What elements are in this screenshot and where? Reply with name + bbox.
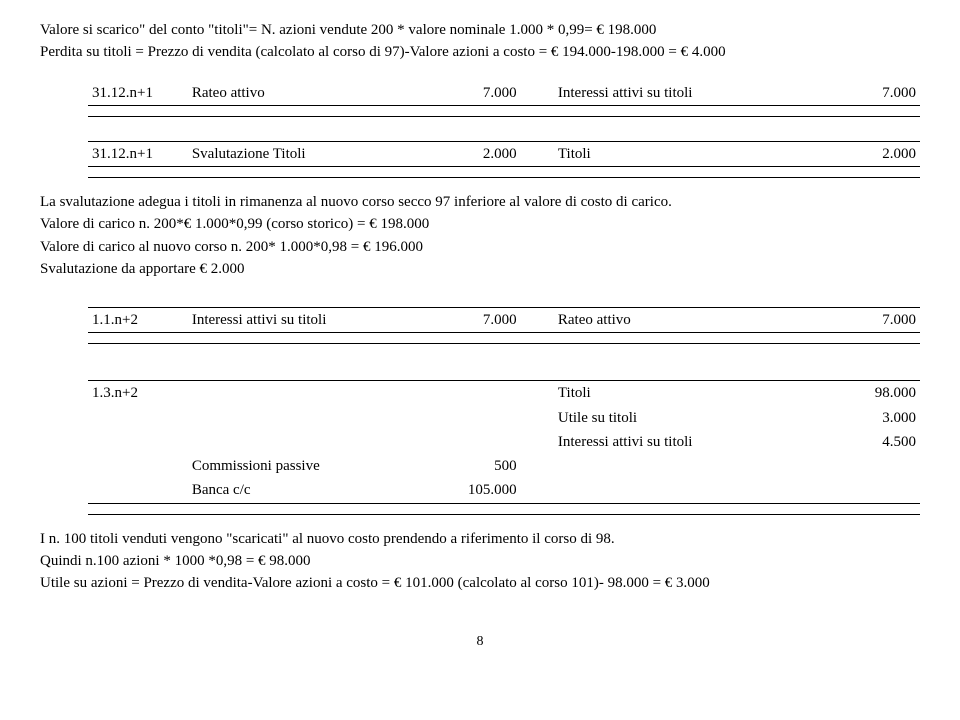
je4-debit2-account: Banca c/c — [188, 478, 438, 503]
je3-date: 1.1.n+2 — [88, 308, 188, 333]
je1-date: 31.12.n+1 — [88, 81, 188, 106]
je1-debit-account: Rateo attivo — [188, 81, 438, 106]
je3-debit-amount: 7.000 — [437, 308, 520, 333]
je4-credit3-amount: 4.500 — [804, 430, 921, 454]
end-line-1: I n. 100 titoli venduti vengono "scarica… — [40, 529, 920, 549]
je2-debit-amount: 2.000 — [437, 141, 520, 166]
je2-debit-account: Svalutazione Titoli — [188, 141, 438, 166]
je2-credit-amount: 2.000 — [804, 141, 921, 166]
je4-credit3-account: Interessi attivi su titoli — [554, 430, 804, 454]
intro-paragraph: Valore si scarico" del conto "titoli"= N… — [40, 20, 920, 63]
je3-debit-account: Interessi attivi su titoli — [188, 308, 438, 333]
je1-credit-account: Interessi attivi su titoli — [554, 81, 804, 106]
je1-debit-amount: 7.000 — [437, 81, 520, 106]
mid-line-2: Valore di carico n. 200*€ 1.000*0,99 (co… — [40, 214, 920, 234]
mid-line-1: La svalutazione adegua i titoli in riman… — [40, 192, 920, 212]
journal-entry-1: 31.12.n+1 Rateo attivo 7.000 Interessi a… — [40, 81, 920, 117]
intro-line-2: Perdita su titoli = Prezzo di vendita (c… — [40, 42, 920, 62]
intro-line-1: Valore si scarico" del conto "titoli"= N… — [40, 20, 920, 40]
je4-debit2-amount: 105.000 — [437, 478, 520, 503]
journal-entry-4: 1.3.n+2 Titoli 98.000 Utile su titoli 3.… — [40, 370, 920, 514]
je1-credit-amount: 7.000 — [804, 81, 921, 106]
je3-credit-amount: 7.000 — [804, 308, 921, 333]
je2-credit-account: Titoli — [554, 141, 804, 166]
je4-credit1-amount: 98.000 — [804, 381, 921, 406]
je3-credit-account: Rateo attivo — [554, 308, 804, 333]
end-line-3: Utile su azioni = Prezzo di vendita-Valo… — [40, 573, 920, 593]
je4-date: 1.3.n+2 — [88, 381, 188, 406]
je4-credit1-account: Titoli — [554, 381, 804, 406]
mid-paragraph: La svalutazione adegua i titoli in riman… — [40, 192, 920, 279]
je4-debit1-amount: 500 — [437, 454, 520, 478]
end-paragraph: I n. 100 titoli venduti vengono "scarica… — [40, 529, 920, 594]
je4-credit2-amount: 3.000 — [804, 406, 921, 430]
mid-line-3: Valore di carico al nuovo corso n. 200* … — [40, 237, 920, 257]
end-line-2: Quindi n.100 azioni * 1000 *0,98 = € 98.… — [40, 551, 920, 571]
page-number: 8 — [40, 633, 920, 652]
mid-line-4: Svalutazione da apportare € 2.000 — [40, 259, 920, 279]
journal-entry-2: 31.12.n+1 Svalutazione Titoli 2.000 Tito… — [40, 131, 920, 178]
journal-entry-3: 1.1.n+2 Interessi attivi su titoli 7.000… — [40, 297, 920, 344]
je4-debit1-account: Commissioni passive — [188, 454, 438, 478]
je4-credit2-account: Utile su titoli — [554, 406, 804, 430]
je2-date: 31.12.n+1 — [88, 141, 188, 166]
